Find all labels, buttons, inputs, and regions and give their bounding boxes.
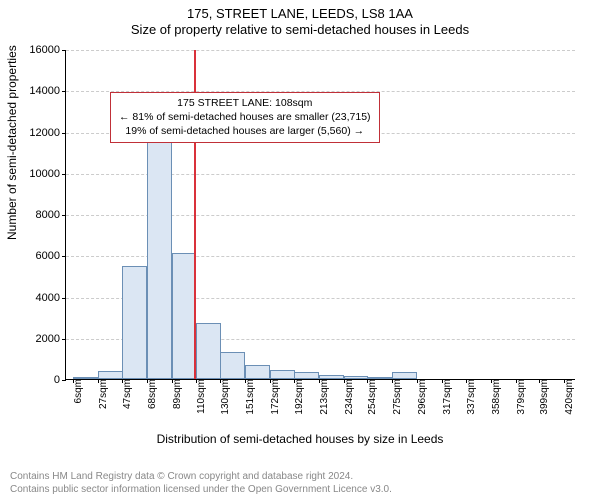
x-tick-label: 234sqm xyxy=(340,379,355,415)
histogram-bar xyxy=(270,370,295,379)
y-tick-label: 2000 xyxy=(36,333,66,345)
attribution-line1: Contains HM Land Registry data © Crown c… xyxy=(10,471,392,484)
histogram-bar xyxy=(392,372,417,379)
x-tick-label: 379sqm xyxy=(512,379,527,415)
x-tick-label: 151sqm xyxy=(241,379,256,415)
x-tick-label: 358sqm xyxy=(487,379,502,415)
x-tick-label: 68sqm xyxy=(143,379,158,409)
x-tick-label: 275sqm xyxy=(388,379,403,415)
y-axis-label: Number of semi-detached properties xyxy=(5,45,19,240)
x-axis-label: Distribution of semi-detached houses by … xyxy=(0,432,600,446)
x-tick-label: 192sqm xyxy=(290,379,305,415)
x-tick-label: 6sqm xyxy=(69,379,84,403)
histogram-bar xyxy=(172,253,197,379)
chart-title-block: 175, STREET LANE, LEEDS, LS8 1AA Size of… xyxy=(0,0,600,39)
title-line2: Size of property relative to semi-detach… xyxy=(0,22,600,38)
histogram-bar xyxy=(245,365,270,379)
y-tick-label: 14000 xyxy=(29,85,66,97)
chart: Number of semi-detached properties 0 2000… xyxy=(0,40,600,440)
x-tick-label: 213sqm xyxy=(315,379,330,415)
y-tick-label: 8000 xyxy=(36,209,66,221)
callout-line2: ← 81% of semi-detached houses are smalle… xyxy=(119,110,371,124)
histogram-bar xyxy=(220,352,245,379)
histogram-bar xyxy=(122,266,147,379)
histogram-bar xyxy=(196,323,221,379)
x-tick-label: 172sqm xyxy=(266,379,281,415)
title-line1: 175, STREET LANE, LEEDS, LS8 1AA xyxy=(0,6,600,22)
y-tick-label: 12000 xyxy=(29,127,66,139)
x-tick-label: 130sqm xyxy=(216,379,231,415)
x-tick-label: 47sqm xyxy=(118,379,133,409)
callout-line1: 175 STREET LANE: 108sqm xyxy=(119,96,371,110)
y-tick-label: 4000 xyxy=(36,292,66,304)
reference-callout: 175 STREET LANE: 108sqm ← 81% of semi-de… xyxy=(110,92,380,143)
histogram-bar xyxy=(98,371,123,379)
x-tick-label: 296sqm xyxy=(413,379,428,415)
callout-line3: 19% of semi-detached houses are larger (… xyxy=(119,124,371,138)
x-tick-label: 110sqm xyxy=(192,379,207,414)
attribution-line2: Contains public sector information licen… xyxy=(10,484,392,497)
y-tick-label: 0 xyxy=(54,374,66,386)
attribution: Contains HM Land Registry data © Crown c… xyxy=(10,471,392,496)
y-tick-label: 10000 xyxy=(29,168,66,180)
y-tick-label: 6000 xyxy=(36,250,66,262)
y-tick-label: 16000 xyxy=(29,44,66,56)
gridline xyxy=(66,215,575,216)
x-tick-label: 89sqm xyxy=(168,379,183,409)
x-tick-label: 27sqm xyxy=(94,379,109,409)
histogram-bar xyxy=(147,123,172,379)
gridline xyxy=(66,50,575,51)
gridline xyxy=(66,174,575,175)
x-tick-label: 254sqm xyxy=(363,379,378,415)
x-tick-label: 317sqm xyxy=(438,379,453,415)
x-tick-label: 399sqm xyxy=(535,379,550,415)
histogram-bar xyxy=(294,372,319,379)
gridline xyxy=(66,256,575,257)
x-tick-label: 337sqm xyxy=(462,379,477,415)
x-tick-label: 420sqm xyxy=(560,379,575,415)
